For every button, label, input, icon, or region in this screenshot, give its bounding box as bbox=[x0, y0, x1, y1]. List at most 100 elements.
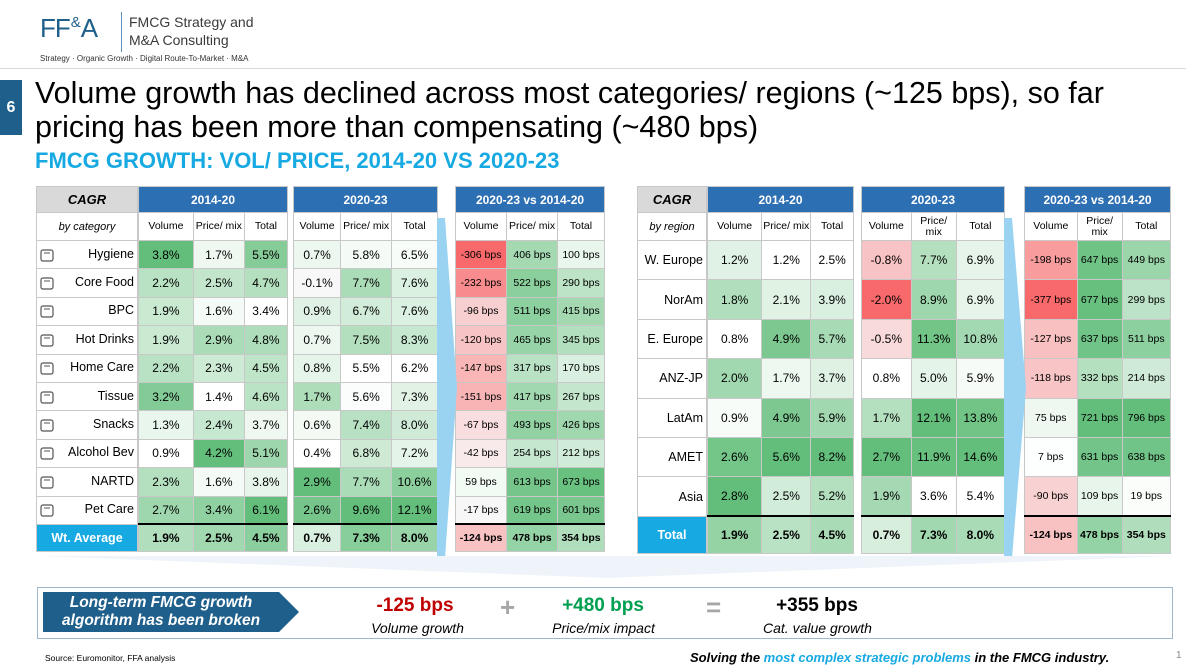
data-cell: 5.9% bbox=[955, 358, 1006, 399]
total-cell: 4.5% bbox=[810, 515, 854, 554]
total-cell: 354 bps bbox=[1121, 515, 1172, 554]
data-cell: 5.6% bbox=[761, 436, 812, 478]
data-cell: 7.7% bbox=[340, 268, 393, 298]
data-cell: -151 bps bbox=[454, 381, 508, 412]
data-cell: 677 bps bbox=[1076, 279, 1123, 320]
data-cell: 2.6% bbox=[292, 495, 342, 525]
data-cell: 6.2% bbox=[391, 353, 438, 383]
data-cell: 212 bps bbox=[557, 438, 605, 469]
data-cell: 1.9% bbox=[138, 296, 194, 327]
data-cell: 3.8% bbox=[138, 239, 194, 270]
col-price-header: Price/ mix bbox=[340, 212, 393, 241]
data-cell: 0.4% bbox=[292, 438, 342, 469]
data-cell: 4.9% bbox=[761, 397, 812, 438]
data-cell: 1.9% bbox=[138, 325, 194, 355]
category-label-table: CAGR by category Hygiene Core Food BPC Hot Dr… bbox=[36, 186, 138, 552]
data-cell: 2.3% bbox=[192, 353, 245, 383]
data-cell: -118 bps bbox=[1024, 358, 1078, 399]
data-cell: 1.6% bbox=[192, 296, 245, 327]
region-row-label: Asia bbox=[637, 476, 707, 517]
row-name: E. Europe bbox=[647, 331, 703, 346]
data-cell: -67 bps bbox=[454, 410, 508, 440]
row-name: Alcohol Bev bbox=[67, 445, 134, 460]
data-cell: 619 bps bbox=[506, 495, 559, 525]
col-total-header: Total bbox=[955, 212, 1006, 241]
data-cell: 109 bps bbox=[1076, 476, 1123, 517]
data-cell: 317 bps bbox=[506, 353, 559, 383]
data-cell: 2.3% bbox=[138, 467, 194, 497]
data-cell: 14.6% bbox=[955, 436, 1006, 478]
footer-tagline: Solving the most complex strategic probl… bbox=[690, 650, 1110, 665]
data-cell: 511 bps bbox=[506, 296, 559, 327]
row-name: W. Europe bbox=[644, 253, 703, 268]
plus-sign: + bbox=[500, 592, 516, 622]
food-icon bbox=[39, 275, 57, 291]
data-cell: 2.1% bbox=[761, 279, 812, 320]
category-row-label: Home Care bbox=[36, 353, 138, 383]
data-cell: 3.6% bbox=[910, 476, 957, 517]
price-mix-value: +480 bps bbox=[562, 595, 644, 616]
category-row-label: Core Food bbox=[36, 268, 138, 298]
data-cell: 2.8% bbox=[706, 476, 763, 517]
data-cell: 1.2% bbox=[706, 239, 763, 281]
volume-growth-caption: Volume growth bbox=[371, 620, 464, 636]
row-name: Home Care bbox=[70, 360, 134, 375]
data-cell: 7.7% bbox=[910, 239, 957, 281]
data-cell: 12.1% bbox=[391, 495, 438, 525]
data-cell: -96 bps bbox=[454, 296, 508, 327]
data-cell: 1.9% bbox=[861, 476, 912, 517]
data-cell: 2.7% bbox=[861, 436, 912, 478]
data-cell: 2.5% bbox=[192, 268, 245, 298]
region-row-label: LatAm bbox=[637, 397, 707, 438]
col-volume-header: Volume bbox=[292, 212, 342, 241]
data-cell: 1.8% bbox=[706, 279, 763, 320]
page-badge: 6 bbox=[0, 80, 22, 135]
category-row-label: Hot Drinks bbox=[36, 325, 138, 355]
row-name: Asia bbox=[678, 489, 703, 504]
row-name: NorAm bbox=[664, 292, 703, 307]
data-cell: 3.8% bbox=[243, 467, 289, 497]
col-price-header: Price/ mix bbox=[761, 212, 812, 241]
data-cell: 417 bps bbox=[506, 381, 559, 412]
data-cell: 796 bps bbox=[1121, 397, 1172, 438]
data-cell: 5.6% bbox=[340, 381, 393, 412]
data-cell: -120 bps bbox=[454, 325, 508, 355]
data-cell: 5.8% bbox=[340, 239, 393, 270]
data-cell: 345 bps bbox=[557, 325, 605, 355]
data-cell: -127 bps bbox=[1024, 318, 1078, 360]
data-cell: 59 bps bbox=[454, 467, 508, 497]
col-total-header: Total bbox=[391, 212, 438, 241]
category-row-label: Pet Care bbox=[36, 495, 138, 525]
source-note: Source: Euromonitor, FFA analysis bbox=[45, 653, 176, 663]
data-cell: 5.5% bbox=[243, 239, 289, 270]
data-cell: -2.0% bbox=[861, 279, 912, 320]
page-number: 1 bbox=[1176, 650, 1182, 661]
data-cell: 613 bps bbox=[506, 467, 559, 497]
total-cell: -124 bps bbox=[454, 523, 508, 552]
data-cell: 6.7% bbox=[340, 296, 393, 327]
category-period-table-2: 2020-23 Volume Price/ mix Total 0.7% 5.8% 6.5%… bbox=[292, 186, 438, 552]
region-cagr-header: CAGR bbox=[637, 186, 707, 213]
data-cell: 406 bps bbox=[506, 239, 559, 270]
price-mix-caption: Price/mix impact bbox=[552, 620, 655, 636]
col-total-header: Total bbox=[1121, 212, 1172, 241]
data-cell: 721 bps bbox=[1076, 397, 1123, 438]
period-header: 2020-23 vs 2014-20 bbox=[1024, 186, 1171, 213]
data-cell: 4.9% bbox=[761, 318, 812, 360]
data-cell: -147 bps bbox=[454, 353, 508, 383]
drinks-icon bbox=[39, 474, 57, 490]
bottle-icon bbox=[39, 303, 57, 319]
data-cell: 465 bps bbox=[506, 325, 559, 355]
data-cell: 0.9% bbox=[138, 438, 194, 469]
data-cell: 601 bps bbox=[557, 495, 605, 525]
row-name: Hygiene bbox=[88, 246, 134, 261]
total-cell: 4.5% bbox=[243, 523, 289, 552]
data-cell: 7.6% bbox=[391, 296, 438, 327]
data-cell: 6.9% bbox=[955, 279, 1006, 320]
period-header: 2020-23 bbox=[293, 186, 438, 213]
category-period-table-3: 2020-23 vs 2014-20 Volume Price/ mix Total -… bbox=[454, 186, 605, 552]
data-cell: 8.0% bbox=[391, 410, 438, 440]
total-cell: 2.5% bbox=[761, 515, 812, 554]
data-cell: 1.6% bbox=[192, 467, 245, 497]
row-name: LatAm bbox=[666, 410, 703, 425]
